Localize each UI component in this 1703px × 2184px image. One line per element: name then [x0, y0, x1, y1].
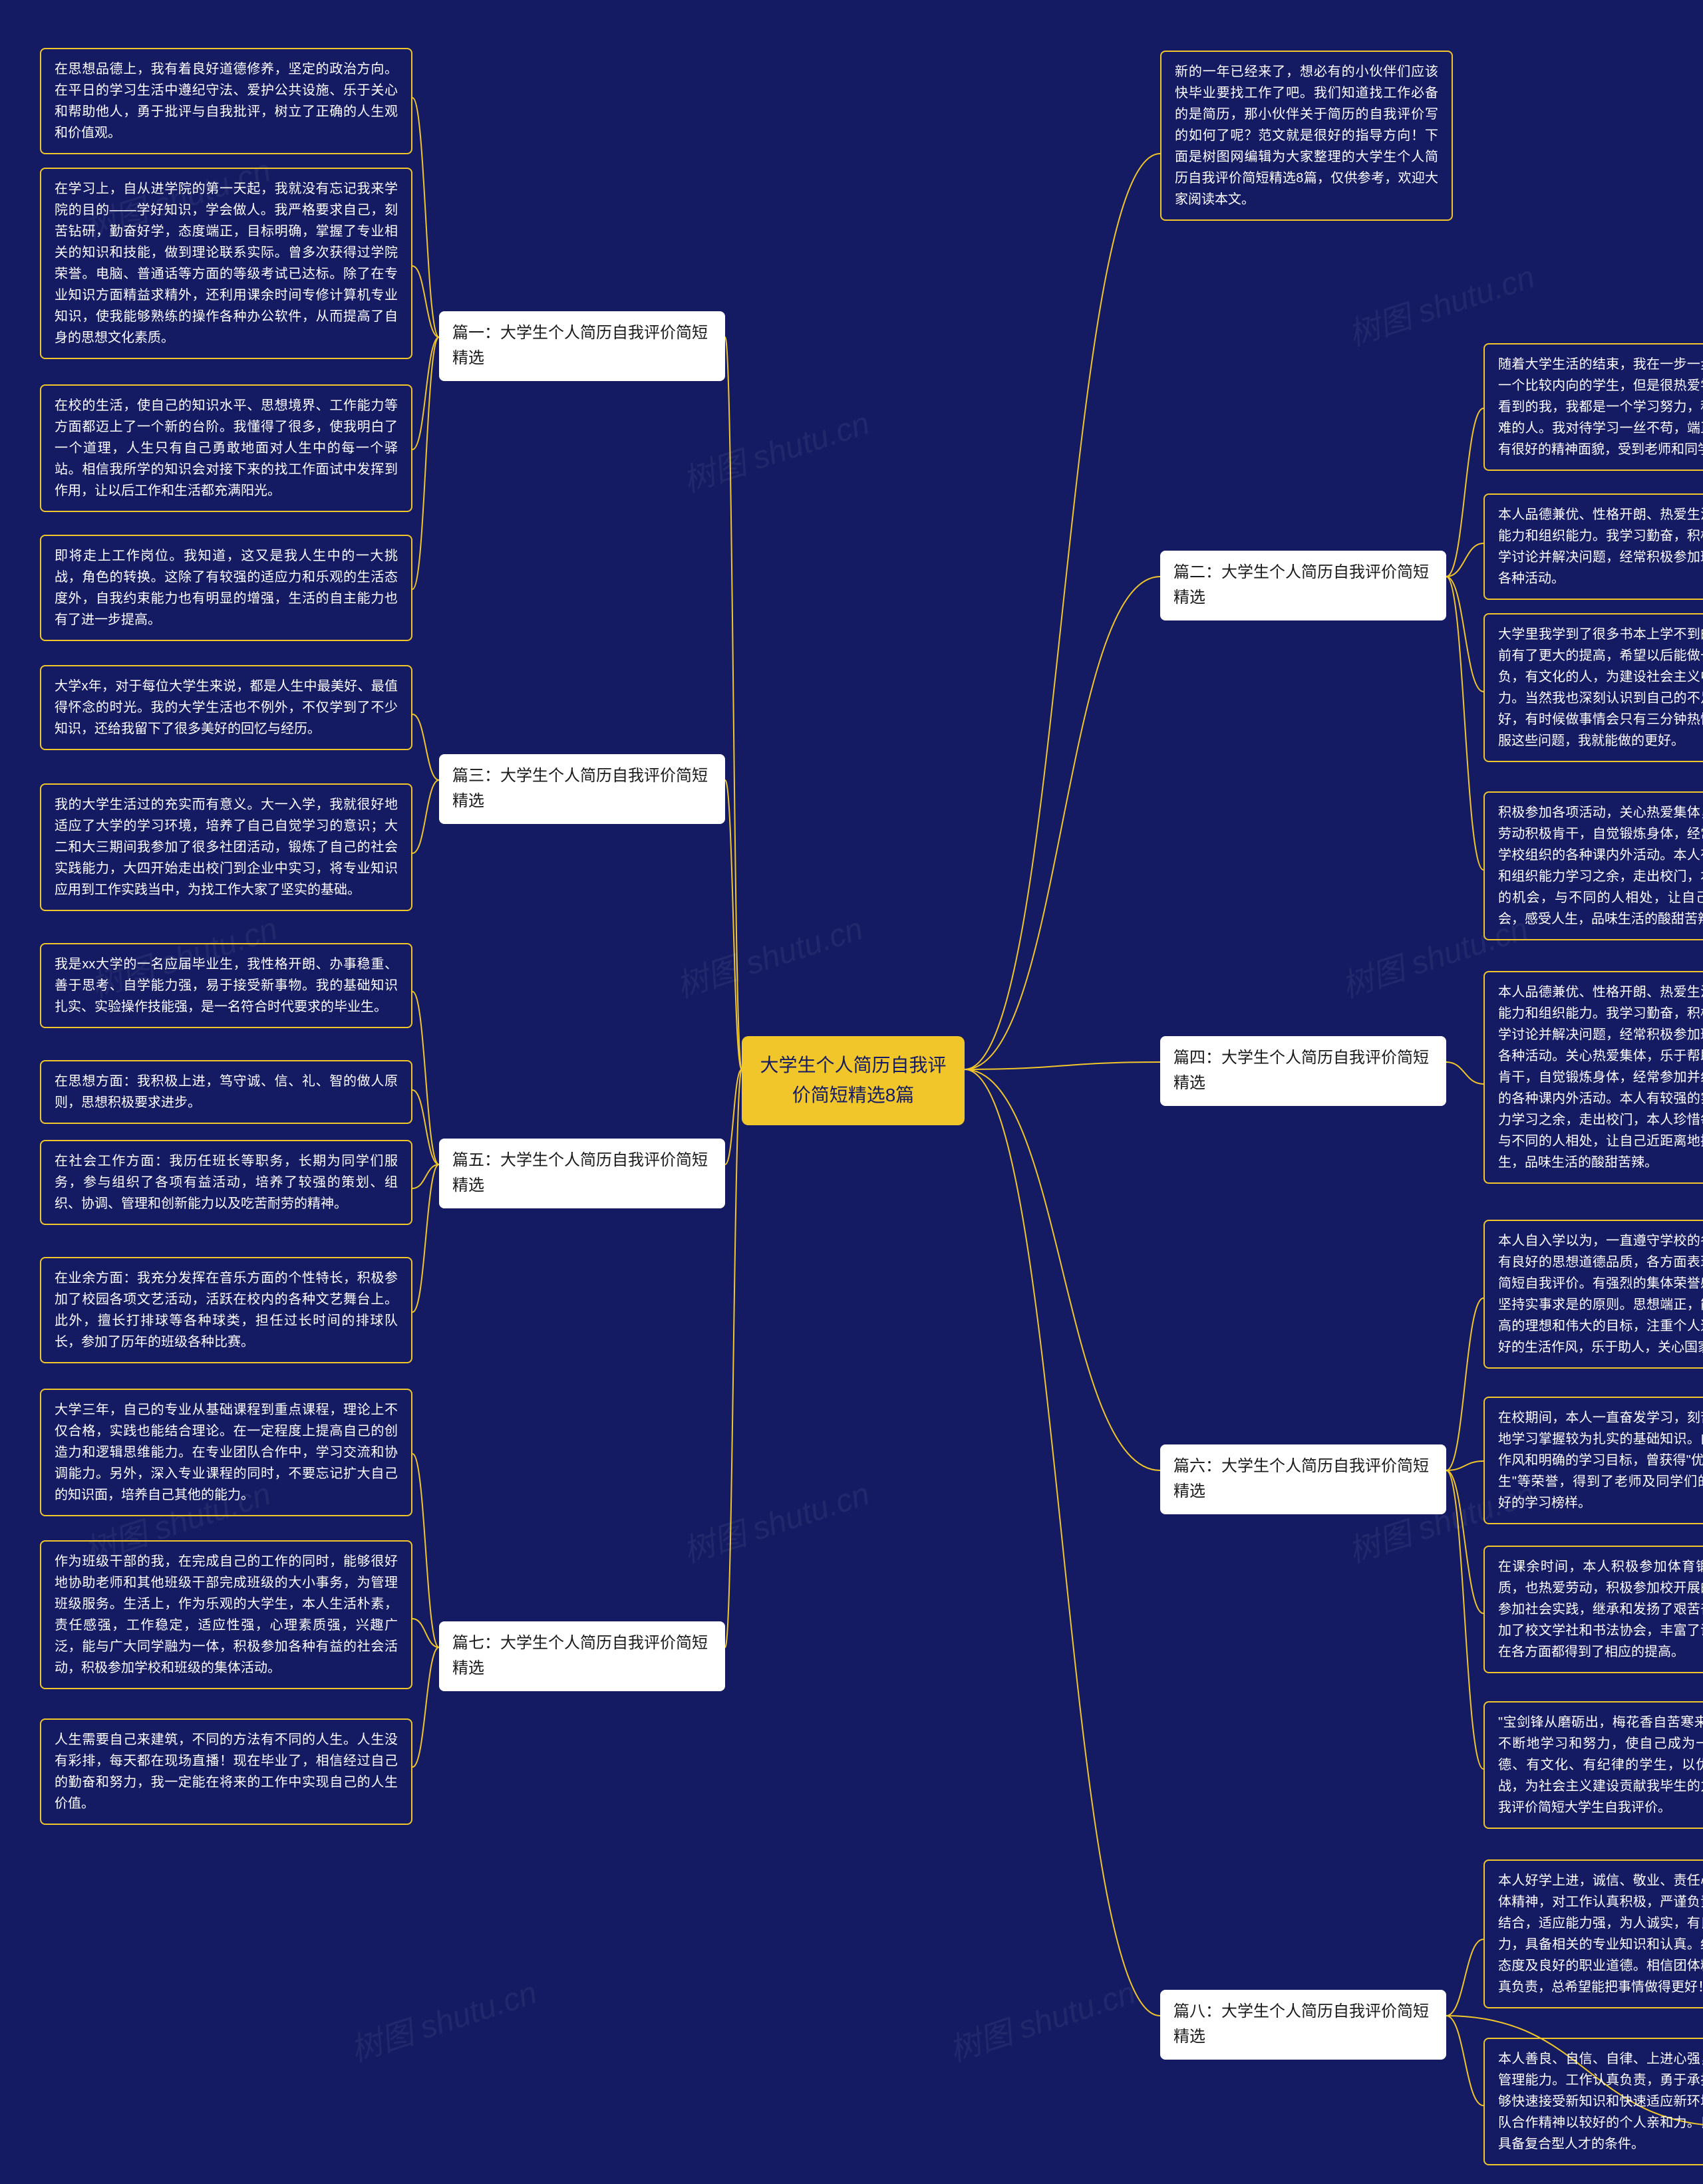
- branch-node-6[interactable]: 篇五：大学生个人简历自我评价简短精选: [439, 1139, 725, 1208]
- intro-node[interactable]: 新的一年已经来了，想必有的小伙伴们应该快毕业要找工作了吧。我们知道找工作必备的是…: [1160, 51, 1453, 221]
- leaf-node-2-3[interactable]: "宝剑锋从磨砺出，梅花香自苦寒来"，本人坚信通过不断地学习和努力，使自己成为一个…: [1483, 1701, 1703, 1829]
- leaf-node-7-2[interactable]: 人生需要自己来建筑，不同的方法有不同的人生。人生没有彩排，每天都在现场直播！现在…: [40, 1718, 412, 1825]
- leaf-node-4-1[interactable]: 在学习上，自从进学院的第一天起，我就没有忘记我来学院的目的——学好知识，学会做人…: [40, 168, 412, 359]
- center-node[interactable]: 大学生个人简历自我评价简短精选8篇: [742, 1036, 965, 1125]
- leaf-node-7-1[interactable]: 作为班级干部的我，在完成自己的工作的同时，能够很好地协助老师和其他班级干部完成班…: [40, 1540, 412, 1689]
- leaf-node-6-1[interactable]: 在思想方面：我积极上进，笃守诚、信、礼、智的做人原则，思想积极要求进步。: [40, 1060, 412, 1124]
- leaf-node-7-0[interactable]: 大学三年，自己的专业从基础课程到重点课程，理论上不仅合格，实践也能结合理论。在一…: [40, 1389, 412, 1516]
- branch-node-5[interactable]: 篇三：大学生个人简历自我评价简短精选: [439, 754, 725, 824]
- branch-node-7[interactable]: 篇七：大学生个人简历自我评价简短精选: [439, 1621, 725, 1691]
- branch-node-4[interactable]: 篇一：大学生个人简历自我评价简短精选: [439, 311, 725, 381]
- leaf-node-6-2[interactable]: 在社会工作方面：我历任班长等职务，长期为同学们服务，参与组织了各项有益活动，培养…: [40, 1140, 412, 1225]
- leaf-node-2-0[interactable]: 本人自入学以为，一直遵守学校的各项规章制度，具有良好的思想道德品质，各方面表现优…: [1483, 1220, 1703, 1369]
- leaf-node-6-0[interactable]: 我是xx大学的一名应届毕业生，我性格开朗、办事稳重、善于思考、自学能力强，易于接…: [40, 943, 412, 1028]
- branch-node-2[interactable]: 篇六：大学生个人简历自我评价简短精选: [1160, 1444, 1446, 1514]
- leaf-node-4-0[interactable]: 在思想品德上，我有着良好道德修养，坚定的政治方向。在平日的学习生活中遵纪守法、爱…: [40, 48, 412, 154]
- leaf-node-2-1[interactable]: 在校期间，本人一直奋发学习，刻苦钻研，通过系统地学习掌握较为扎实的基础知识。由于…: [1483, 1397, 1703, 1524]
- leaf-node-0-0[interactable]: 随着大学生活的结束，我在一步一步走向成熟，我是一个比较内向的学生，但是很热爱学习…: [1483, 343, 1703, 471]
- leaf-node-0-1[interactable]: 本人品德兼优、性格开朗、热爱生活，有较强的实践能力和组织能力。我学习勤奋，积极向…: [1483, 493, 1703, 600]
- branch-node-1[interactable]: 篇四：大学生个人简历自我评价简短精选: [1160, 1036, 1446, 1106]
- branch-node-0[interactable]: 篇二：大学生个人简历自我评价简短精选: [1160, 551, 1446, 620]
- leaf-node-1-0[interactable]: 本人品德兼优、性格开朗、热爱生活，有较强的实践能力和组织能力。我学习勤奋，积极向…: [1483, 971, 1703, 1184]
- leaf-node-5-0[interactable]: 大学x年，对于每位大学生来说，都是人生中最美好、最值得怀念的时光。我的大学生活也…: [40, 665, 412, 750]
- leaf-node-3-1[interactable]: 本人善良、自信、自律、上进心强，有较强的组织、管理能力。工作认真负责，勇于承担任…: [1483, 2038, 1703, 2165]
- leaf-node-2-2[interactable]: 在课余时间，本人积极参加体育锻炼，增强身体素质，也热爱劳动，积极参加校开展的各项…: [1483, 1546, 1703, 1673]
- leaf-node-5-1[interactable]: 我的大学生活过的充实而有意义。大一入学，我就很好地适应了大学的学习环境，培养了自…: [40, 783, 412, 911]
- leaf-node-6-3[interactable]: 在业余方面：我充分发挥在音乐方面的个性特长，积极参加了校园各项文艺活动，活跃在校…: [40, 1257, 412, 1363]
- branch-node-3[interactable]: 篇八：大学生个人简历自我评价简短精选: [1160, 1990, 1446, 2060]
- leaf-node-3-0[interactable]: 本人好学上进，诚信、敬业、责任心强，有强烈的团体精神，对工作认真积极，严谨负责。…: [1483, 1859, 1703, 2008]
- leaf-node-4-3[interactable]: 即将走上工作岗位。我知道，这又是我人生中的一大挑战，角色的转换。这除了有较强的适…: [40, 535, 412, 641]
- leaf-node-0-3[interactable]: 积极参加各项活动，关心热爱集体，乐于帮助别人，劳动积极肯干，自觉锻炼身体，经常参…: [1483, 791, 1703, 940]
- leaf-node-4-2[interactable]: 在校的生活，使自己的知识水平、思想境界、工作能力等方面都迈上了一个新的台阶。我懂…: [40, 384, 412, 512]
- leaf-node-0-2[interactable]: 大学里我学到了很多书本上学不到的知识，思想比以前有了更大的提高，希望以后能做一个…: [1483, 613, 1703, 762]
